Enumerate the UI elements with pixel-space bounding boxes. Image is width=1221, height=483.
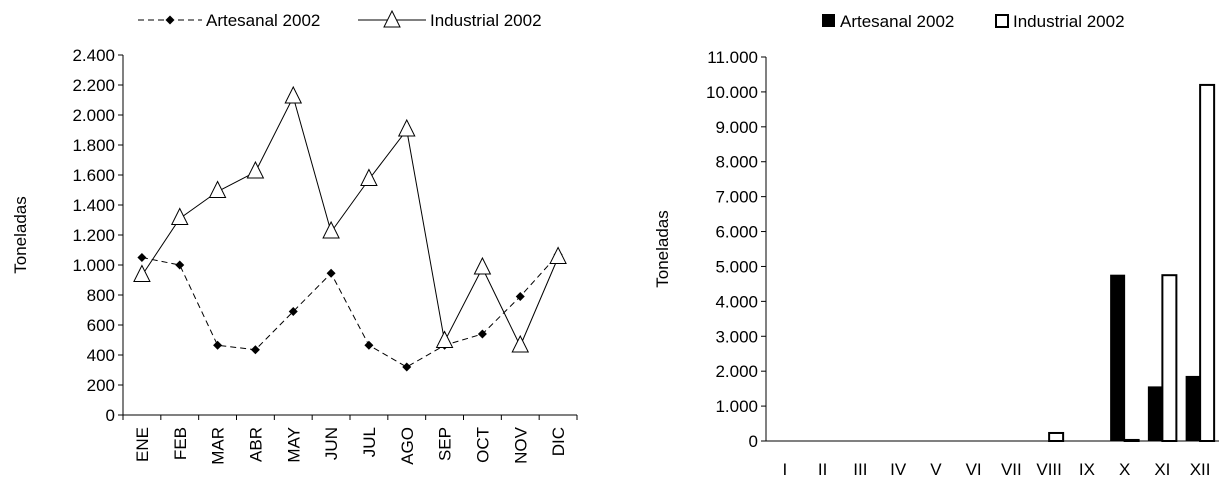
x-tick-label: IX xyxy=(1079,460,1095,479)
x-tick-label: MAR xyxy=(209,427,228,465)
bar-industrial xyxy=(1048,431,1065,443)
y-tick-label: 6.000 xyxy=(715,223,758,242)
y-tick-label: 0 xyxy=(749,432,758,451)
data-point-industrial xyxy=(511,334,530,353)
data-point-artesanal xyxy=(213,340,223,350)
y-tick-label: 8.000 xyxy=(715,153,758,172)
bar-artesanal xyxy=(1185,375,1201,442)
data-point-industrial xyxy=(284,85,303,104)
data-point-industrial xyxy=(322,220,340,239)
x-tick-label: III xyxy=(853,460,867,479)
data-point-industrial xyxy=(435,330,454,348)
data-point-artesanal xyxy=(250,345,260,355)
data-point-artesanal xyxy=(137,253,147,262)
y-tick-label: 9.000 xyxy=(715,118,758,137)
data-point-artesanal xyxy=(515,292,525,301)
legend-marker-artesanal xyxy=(165,15,175,25)
y-tick-label: 400 xyxy=(87,346,115,365)
data-point-industrial xyxy=(360,168,378,186)
y-tick-label: 200 xyxy=(87,376,115,395)
bar-industrial xyxy=(1161,274,1178,442)
y-tick-label: 600 xyxy=(87,316,115,335)
legend-swatch-artesanal xyxy=(822,14,835,27)
y-tick-label: 2.000 xyxy=(715,362,758,381)
x-tick-label: ENE xyxy=(133,427,152,462)
x-tick-label: SEP xyxy=(436,427,455,461)
legend-label-artesanal: Artesanal 2002 xyxy=(840,12,954,31)
x-tick-label: V xyxy=(930,460,942,479)
x-tick-label: JUL xyxy=(360,427,379,457)
legend-label-industrial: Industrial 2002 xyxy=(430,11,542,30)
series-line-0 xyxy=(141,254,559,368)
y-tick-label: 2.000 xyxy=(72,106,115,125)
y-tick-label: 7.000 xyxy=(715,188,758,207)
x-tick-label: XII xyxy=(1190,460,1211,479)
y-tick-label: 1.200 xyxy=(72,226,115,245)
y-tick-label: 800 xyxy=(87,286,115,305)
y-tick-label: 0 xyxy=(106,406,115,425)
x-tick-label: ABR xyxy=(246,427,265,462)
x-tick-label: NOV xyxy=(511,426,530,464)
y-tick-label: 1.000 xyxy=(715,397,758,416)
x-tick-label: IV xyxy=(890,460,907,479)
data-point-artesanal xyxy=(288,307,298,316)
y-tick-label: 4.000 xyxy=(715,292,758,311)
y-tick-label: 2.200 xyxy=(72,76,115,95)
x-tick-label: AGO xyxy=(398,427,417,465)
legend-label-industrial: Industrial 2002 xyxy=(1013,12,1125,31)
x-tick-label: I xyxy=(783,460,788,479)
y-axis-title: Toneladas xyxy=(11,196,30,274)
bar-industrial xyxy=(1123,438,1140,443)
data-point-industrial xyxy=(473,256,492,275)
y-tick-label: 1.400 xyxy=(72,196,115,215)
legend-marker-industrial xyxy=(383,9,401,28)
data-point-artesanal xyxy=(364,340,374,350)
data-point-artesanal xyxy=(402,362,412,372)
y-tick-label: 5.000 xyxy=(715,257,758,276)
legend-label-artesanal: Artesanal 2002 xyxy=(206,11,320,30)
data-point-industrial xyxy=(208,180,227,198)
bar-artesanal xyxy=(1147,386,1163,442)
y-tick-label: 1.600 xyxy=(72,166,115,185)
data-point-industrial xyxy=(246,160,265,179)
y-tick-label: 1.800 xyxy=(72,136,115,155)
x-tick-label: JUN xyxy=(322,427,341,460)
y-tick-label: 1.000 xyxy=(72,256,115,275)
x-tick-label: XI xyxy=(1154,460,1170,479)
x-tick-label: FEB xyxy=(171,427,190,460)
y-tick-label: 11.000 xyxy=(707,48,758,67)
data-point-artesanal xyxy=(477,329,487,339)
data-point-industrial xyxy=(133,264,151,282)
x-tick-label: VIII xyxy=(1036,460,1062,479)
x-tick-label: MAY xyxy=(284,427,303,463)
legend-swatch-industrial xyxy=(995,14,1009,28)
x-tick-label: OCT xyxy=(473,427,492,463)
x-tick-label: II xyxy=(818,460,827,479)
y-tick-label: 2.400 xyxy=(72,46,115,65)
y-tick-label: 10.000 xyxy=(706,83,758,102)
bar-artesanal xyxy=(1110,274,1126,442)
bar-chart: 0 1.000 2.000 3.000 4.000 5.000 6.000 7.000 8.00… xyxy=(653,12,1219,479)
x-tick-label: X xyxy=(1119,460,1130,479)
y-tick-label: 3.000 xyxy=(715,327,758,346)
x-tick-label: VI xyxy=(966,460,982,479)
y-axis-title: Toneladas xyxy=(653,210,672,288)
x-tick-label: VII xyxy=(1001,460,1022,479)
data-point-industrial xyxy=(549,246,567,264)
data-point-industrial xyxy=(397,118,416,137)
data-point-industrial xyxy=(170,207,189,225)
x-tick-label: DIC xyxy=(549,427,568,456)
bar-industrial xyxy=(1199,83,1216,442)
data-point-artesanal xyxy=(175,260,185,270)
data-point-artesanal xyxy=(326,268,336,278)
line-chart: 0 200 400 600 800 1.000 1.200 1.400 1.600 1.800 2.… xyxy=(11,9,578,465)
